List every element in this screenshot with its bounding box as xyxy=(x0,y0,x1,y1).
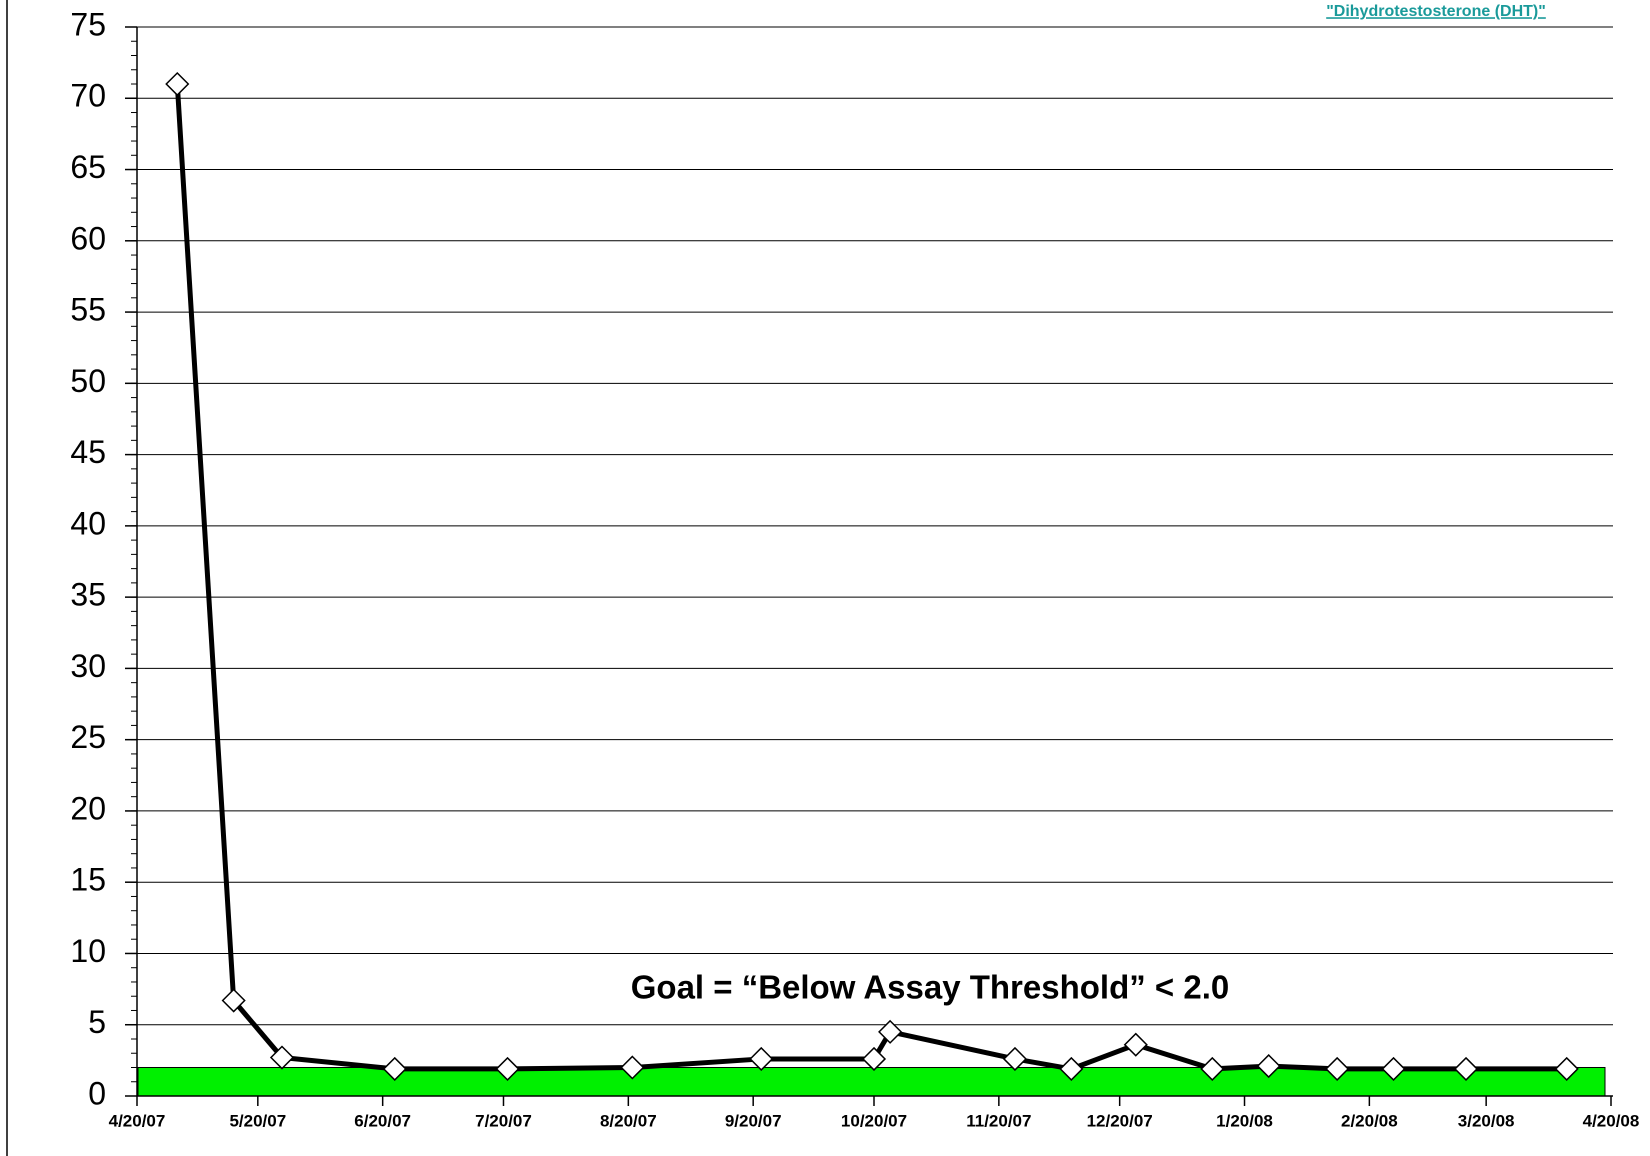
x-tick-label: 11/20/07 xyxy=(966,1111,1031,1130)
data-point xyxy=(1200,1056,1225,1081)
y-tick-label: 75 xyxy=(70,6,106,42)
data-point xyxy=(1554,1056,1579,1081)
y-tick-label: 50 xyxy=(70,363,106,399)
data-point xyxy=(878,1019,903,1044)
x-tick-label: 9/20/07 xyxy=(725,1111,782,1130)
y-tick-label: 20 xyxy=(70,790,106,826)
y-tick-label: 30 xyxy=(70,648,106,684)
x-tick-label: 4/20/08 xyxy=(1583,1111,1640,1130)
data-point xyxy=(620,1055,645,1080)
x-tick-label: 2/20/08 xyxy=(1341,1111,1398,1130)
data-point xyxy=(861,1046,887,1072)
y-tick-label: 45 xyxy=(70,434,106,470)
y-tick-label: 55 xyxy=(70,292,106,328)
data-point xyxy=(221,988,246,1013)
data-point xyxy=(1002,1046,1028,1072)
data-point xyxy=(165,71,190,97)
data-point xyxy=(749,1046,774,1072)
x-tick-label: 8/20/07 xyxy=(600,1111,657,1130)
y-tick-label: 15 xyxy=(70,862,106,898)
data-point xyxy=(382,1056,407,1081)
y-tick-label: 5 xyxy=(88,1004,106,1040)
data-point xyxy=(1059,1056,1084,1081)
x-tick-label: 1/20/08 xyxy=(1216,1111,1273,1130)
data-point xyxy=(1453,1056,1479,1081)
title-link[interactable]: "Dihydrotestosterone (DHT)" xyxy=(1326,3,1546,20)
y-tick-label: 40 xyxy=(70,505,106,541)
data-point xyxy=(1256,1054,1281,1079)
y-tick-label: 65 xyxy=(70,149,106,185)
data-point xyxy=(1381,1056,1406,1081)
data-point xyxy=(269,1045,295,1070)
x-tick-label: 3/20/08 xyxy=(1458,1111,1515,1130)
x-tick-label: 4/20/07 xyxy=(109,1111,166,1130)
data-point xyxy=(1123,1032,1148,1057)
x-tick-label: 10/20/07 xyxy=(841,1111,907,1130)
x-tick-label: 12/20/07 xyxy=(1087,1111,1153,1130)
y-tick-label: 25 xyxy=(70,719,106,755)
data-point xyxy=(1325,1056,1350,1081)
y-tick-label: 10 xyxy=(70,933,106,969)
data-point xyxy=(495,1056,520,1081)
y-tick-label: 0 xyxy=(88,1075,106,1111)
y-tick-label: 35 xyxy=(70,577,106,613)
x-tick-label: 7/20/07 xyxy=(475,1111,532,1130)
data-line xyxy=(174,83,1567,1072)
goal-band xyxy=(137,1066,1606,1097)
y-tick-label: 70 xyxy=(70,78,106,114)
x-tick-label: 6/20/07 xyxy=(354,1111,411,1130)
y-tick-label: 60 xyxy=(70,220,106,256)
x-tick-label: 5/20/07 xyxy=(229,1111,286,1130)
annotation: Goal = “Below Assay Threshold” < 2.0 xyxy=(631,969,1229,1006)
